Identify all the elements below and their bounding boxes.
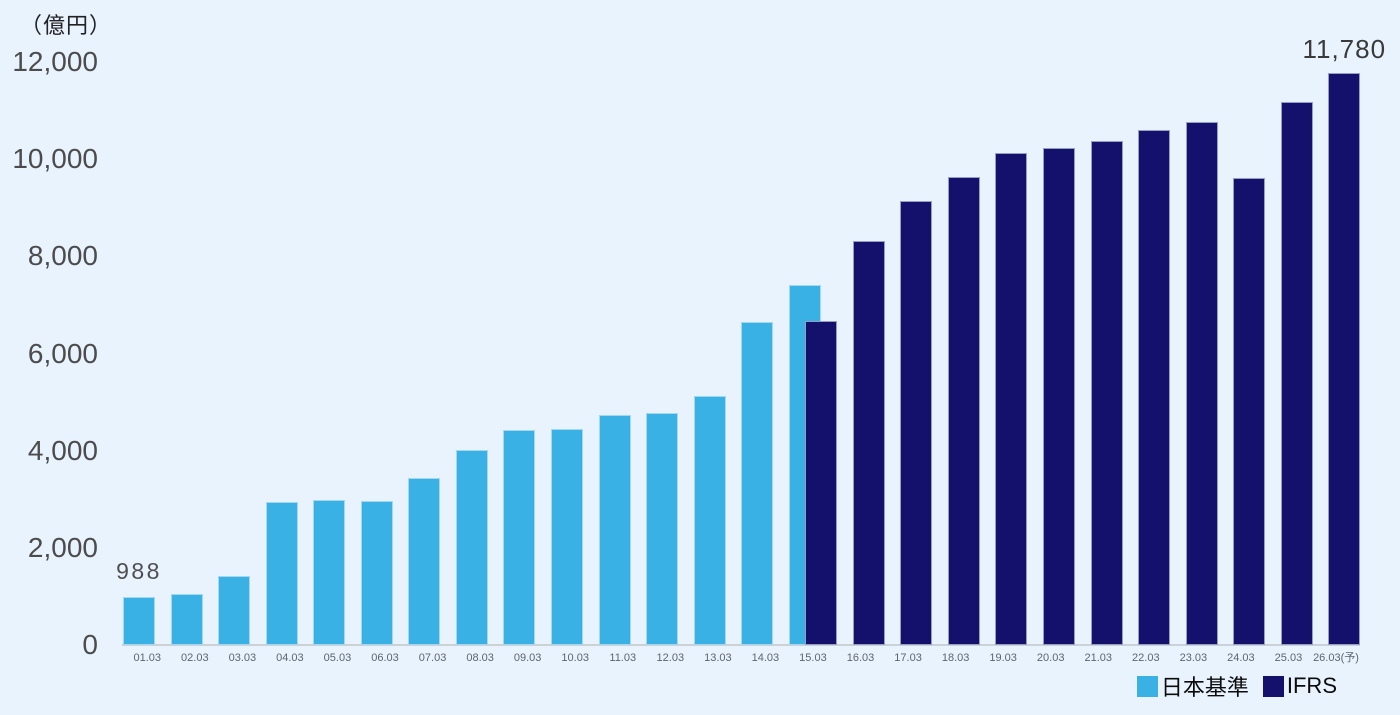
bar-japan-gaap-02.03 — [170, 593, 203, 645]
x-tick-label: 26.03(予) — [1313, 652, 1359, 664]
bar-japan-gaap-13.03 — [693, 395, 726, 645]
bar-ifrs-18.03 — [947, 177, 980, 645]
bar-japan-gaap-07.03 — [408, 477, 441, 645]
x-axis-line — [122, 644, 1360, 646]
x-tick-label: 14.03 — [751, 652, 780, 664]
x-tick-label: 10.03 — [561, 652, 589, 664]
x-tick-label: 06.03 — [371, 652, 399, 664]
y-tick-label: 0 — [82, 629, 98, 660]
bar-ifrs-20.03 — [1042, 147, 1075, 645]
y-tick-label: 10,000 — [12, 143, 98, 175]
x-tick-label: 20.03 — [1036, 652, 1065, 664]
y-tick-label: 12,000 — [12, 46, 98, 77]
bar-ifrs-16.03 — [852, 240, 885, 645]
x-tick-label: 11.03 — [609, 652, 637, 664]
x-tick-label: 01.03 — [133, 652, 162, 664]
bar-ifrs-21.03 — [1090, 140, 1123, 645]
x-tick-label: 07.03 — [418, 652, 447, 664]
x-tick-label: 16.03 — [846, 652, 875, 664]
bar-japan-gaap-08.03 — [455, 450, 488, 645]
bar-ifrs-22.03 — [1138, 130, 1171, 645]
y-tick-label: 6,000 — [27, 337, 98, 369]
x-tick-label: 23.03 — [1179, 652, 1208, 664]
x-tick-label: 05.03 — [323, 652, 352, 664]
legend: 日本基準 IFRS — [1136, 670, 1337, 702]
y-tick-label: 2,000 — [27, 531, 98, 563]
x-tick-label: 02.03 — [181, 652, 209, 664]
y-tick-label: 8,000 — [27, 240, 98, 272]
x-tick-label: 17.03 — [894, 652, 922, 664]
bar-japan-gaap-03.03 — [218, 575, 251, 645]
legend-swatch-japan-gaap — [1136, 675, 1158, 697]
x-tick-label: 13.03 — [704, 652, 732, 664]
x-tick-label: 09.03 — [513, 652, 542, 664]
x-tick-label: 12.03 — [656, 652, 685, 664]
bar-japan-gaap-12.03 — [646, 412, 679, 645]
x-tick-label: 25.03 — [1274, 652, 1303, 664]
legend-item-ifrs: IFRS — [1262, 673, 1337, 699]
x-tick-label: 15.03 — [799, 652, 827, 664]
bar-ifrs-26.03(予) — [1328, 72, 1361, 645]
bar-japan-gaap-14.03 — [741, 322, 774, 645]
y-tick-label: 4,000 — [27, 434, 98, 466]
bar-ifrs-25.03 — [1280, 101, 1313, 645]
legend-label-japan-gaap: 日本基準 — [1160, 675, 1249, 700]
x-tick-label: 21.03 — [1084, 652, 1113, 664]
bar-japan-gaap-09.03 — [503, 430, 536, 645]
bar-japan-gaap-06.03 — [360, 500, 393, 645]
x-tick-label: 24.03 — [1227, 652, 1255, 664]
x-tick-label: 18.03 — [941, 652, 970, 664]
x-tick-label: 03.03 — [228, 652, 257, 664]
x-tick-label: 08.03 — [466, 652, 494, 664]
x-tick-label: 04.03 — [276, 652, 304, 664]
x-tick-label: 22.03 — [1132, 652, 1160, 664]
bar-japan-gaap-05.03 — [313, 500, 346, 645]
value-label-26.03(予): 11,780 — [1302, 33, 1387, 64]
y-axis-unit-label: （億円） — [20, 13, 113, 38]
bar-ifrs-23.03 — [1185, 121, 1218, 645]
x-tick-label: 19.03 — [989, 652, 1017, 664]
bar-japan-gaap-10.03 — [550, 429, 583, 645]
value-label-01.03: 988 — [116, 557, 162, 584]
bar-ifrs-19.03 — [995, 152, 1028, 645]
bar-ifrs-17.03 — [900, 200, 933, 645]
legend-label-ifrs: IFRS — [1286, 673, 1337, 698]
bar-ifrs-24.03 — [1233, 177, 1266, 645]
bar-ifrs-15.03 — [805, 321, 838, 645]
bar-japan-gaap-01.03 — [123, 596, 155, 645]
legend-item-japan-gaap: 日本基準 — [1136, 670, 1249, 702]
bar-japan-gaap-04.03 — [265, 501, 298, 645]
bar-japan-gaap-11.03 — [598, 415, 631, 645]
legend-swatch-ifrs — [1262, 675, 1284, 697]
